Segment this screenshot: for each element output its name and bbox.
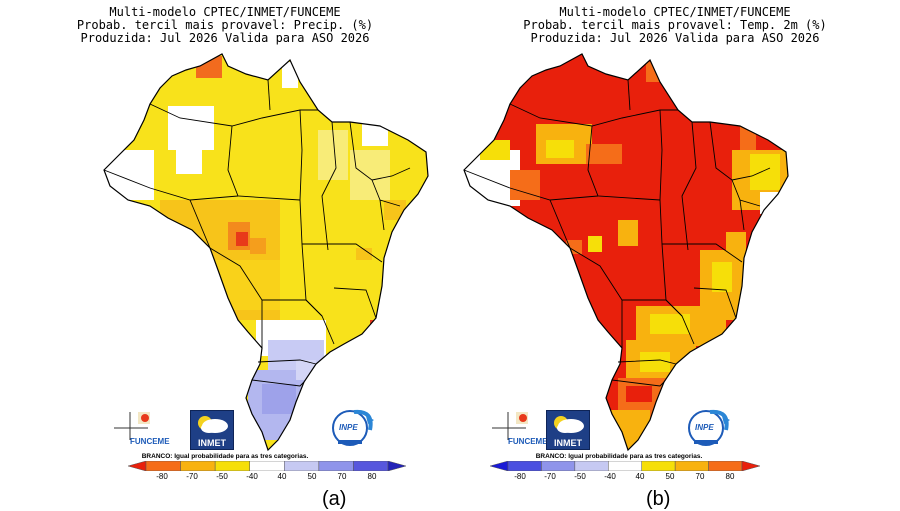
- colorbar-segment: [641, 461, 676, 471]
- funceme-logo: FUNCEME: [490, 410, 550, 450]
- colorbar-segment: [674, 461, 709, 471]
- panel-caption: (b): [646, 488, 671, 510]
- colorbar-segment: [574, 461, 609, 471]
- colorbar-segment: [507, 461, 542, 471]
- temperature-fill: [464, 54, 788, 450]
- colorbar-ticks: -80 -70 -50 -40 40 50 70 80: [128, 472, 406, 484]
- colorbar-segment: [353, 461, 389, 471]
- branco-note: BRANCO: Igual probabilidade para as tres…: [141, 453, 309, 460]
- map-date-line: Produzida: Jul 2026 Valida para ASO 2026: [530, 31, 820, 45]
- colorbar-segment: [145, 461, 181, 471]
- inpe-logo: INPE: [330, 406, 376, 450]
- panel-title-block: Multi-modelo CPTEC/INMET/FUNCEME Probab.…: [450, 6, 900, 45]
- colorbar-tick: 80: [367, 472, 377, 481]
- colorbar-segment: [284, 461, 320, 471]
- colorbar-tick: 50: [307, 472, 317, 481]
- colorbar-tick: -70: [544, 472, 556, 481]
- temperature-map: [463, 53, 789, 452]
- colorbar-segment: [708, 461, 743, 471]
- branco-note: BRANCO: Igual probabilidade para as tres…: [535, 453, 703, 460]
- colorbar-segment: [608, 461, 642, 471]
- colorbar-tick: 70: [695, 472, 705, 481]
- colorbar-tick: -70: [186, 472, 198, 481]
- state-borders: [103, 53, 429, 452]
- colorbar-segment: [387, 461, 406, 471]
- colorbar-ticks: -80 -70 -50 -40 40 50 70 80: [490, 472, 760, 484]
- map-panel-precipitation: Multi-modelo CPTEC/INMET/FUNCEME Probab.…: [0, 0, 450, 510]
- colorbar-segment: [128, 461, 147, 471]
- colorbar-segment: [541, 461, 576, 471]
- map-date-line: Produzida: Jul 2026 Valida para ASO 2026: [80, 31, 370, 45]
- map-subtitle: Probab. tercil mais provavel: Temp. 2m (…: [523, 18, 827, 32]
- colorbar-segment: [249, 461, 285, 471]
- map-panel-temperature: Multi-modelo CPTEC/INMET/FUNCEME Probab.…: [450, 0, 900, 510]
- colorbar-segment: [214, 461, 250, 471]
- map-title: Multi-modelo CPTEC/INMET/FUNCEME: [109, 5, 341, 19]
- precip-map: [103, 53, 429, 452]
- colorbar-tick: -40: [604, 472, 616, 481]
- inpe-logo: INPE: [686, 406, 732, 450]
- precip-fill: [104, 54, 428, 450]
- colorbar-tick: 70: [337, 472, 347, 481]
- colorbar: [128, 461, 406, 471]
- colorbar: [490, 461, 760, 471]
- colorbar-tick: -50: [216, 472, 228, 481]
- state-borders: [463, 53, 789, 452]
- inmet-logo: INMET: [190, 410, 234, 450]
- colorbar-tick: 40: [635, 472, 645, 481]
- panel-title-block: Multi-modelo CPTEC/INMET/FUNCEME Probab.…: [0, 6, 450, 45]
- colorbar-segment: [490, 461, 509, 471]
- colorbar-tick: -40: [246, 472, 258, 481]
- colorbar-tick: 50: [665, 472, 675, 481]
- panel-caption: (a): [322, 488, 347, 510]
- map-title: Multi-modelo CPTEC/INMET/FUNCEME: [559, 5, 791, 19]
- inmet-logo: INMET: [546, 410, 590, 450]
- funceme-logo: FUNCEME: [112, 410, 172, 450]
- colorbar-tick: -80: [156, 472, 168, 481]
- colorbar-segment: [318, 461, 354, 471]
- colorbar-tick: -80: [514, 472, 526, 481]
- map-subtitle: Probab. tercil mais provavel: Precip. (%…: [76, 18, 374, 32]
- colorbar-tick: 80: [725, 472, 735, 481]
- colorbar-segment: [741, 461, 760, 471]
- colorbar-tick: -50: [574, 472, 586, 481]
- colorbar-tick: 40: [277, 472, 287, 481]
- colorbar-segment: [180, 461, 216, 471]
